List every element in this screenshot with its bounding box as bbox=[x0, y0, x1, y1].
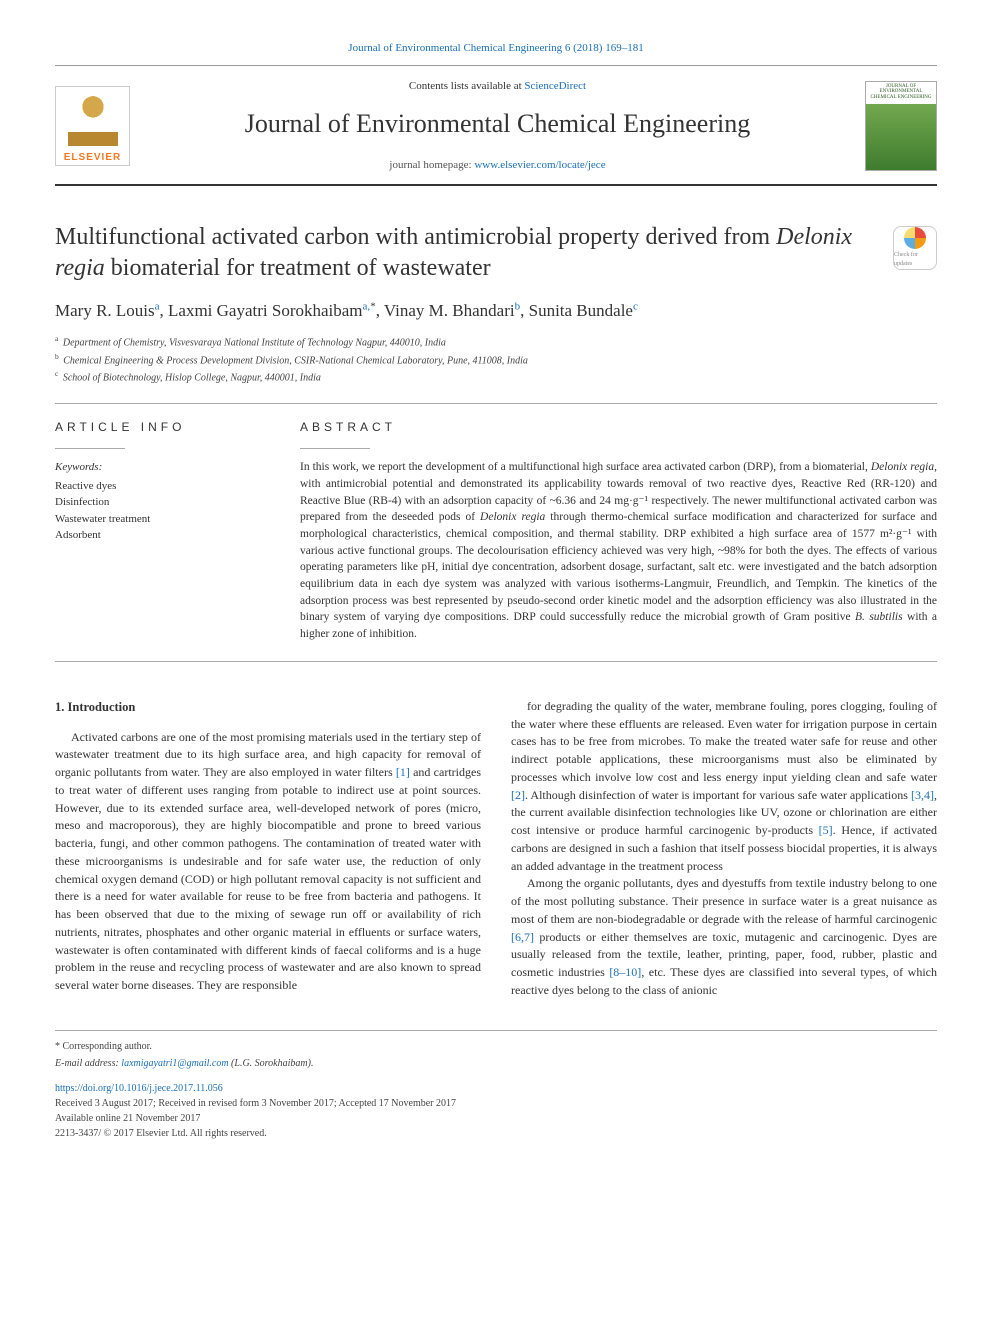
author: Mary R. Louis bbox=[55, 301, 155, 320]
homepage-prefix: journal homepage: bbox=[389, 159, 474, 171]
abstract-text: In this work, we report the development … bbox=[300, 459, 937, 642]
keyword: Wastewater treatment bbox=[55, 511, 270, 528]
corresponding-email-line: E-mail address: laxmigayatri1@gmail.com … bbox=[55, 1056, 937, 1071]
crossmark-badge[interactable]: Check for updates bbox=[893, 226, 937, 270]
masthead: ELSEVIER Contents lists available at Sci… bbox=[55, 65, 937, 186]
body-para-2: for degrading the quality of the water, … bbox=[511, 698, 937, 876]
info-divider bbox=[55, 448, 125, 449]
keyword: Adsorbent bbox=[55, 527, 270, 544]
citation-link[interactable]: [6,7] bbox=[511, 930, 534, 944]
homepage-link[interactable]: www.elsevier.com/locate/jece bbox=[474, 159, 605, 171]
email-person: (L.G. Sorokhaibam). bbox=[229, 1058, 314, 1069]
crossmark-icon bbox=[904, 227, 926, 249]
keyword: Disinfection bbox=[55, 494, 270, 511]
doi-link[interactable]: https://doi.org/10.1016/j.jece.2017.11.0… bbox=[55, 1083, 223, 1094]
crossmark-label: Check for updates bbox=[894, 251, 936, 269]
author: Sunita Bundale bbox=[529, 301, 633, 320]
affiliation: b Chemical Engineering & Process Develop… bbox=[55, 351, 937, 368]
body-section: 1. Introduction Activated carbons are on… bbox=[55, 698, 937, 1000]
running-head-link[interactable]: Journal of Environmental Chemical Engine… bbox=[348, 42, 643, 54]
homepage-line: journal homepage: www.elsevier.com/locat… bbox=[146, 157, 849, 174]
author: Laxmi Gayatri Sorokhaibam bbox=[168, 301, 363, 320]
citation-link[interactable]: [8–10] bbox=[609, 965, 641, 979]
corresponding-author-label: * Corresponding author. bbox=[55, 1039, 937, 1054]
available-line: Available online 21 November 2017 bbox=[55, 1111, 937, 1126]
section-heading: 1. Introduction bbox=[55, 698, 481, 717]
author-affil-sup: a bbox=[155, 300, 160, 312]
citation-link[interactable]: [3,4] bbox=[911, 788, 934, 802]
author-affil-sup: b bbox=[515, 300, 521, 312]
article-info-heading: ARTICLE INFO bbox=[55, 418, 270, 436]
info-abstract-row: ARTICLE INFO Keywords: Reactive dyesDisi… bbox=[55, 418, 937, 661]
article-title: Multifunctional activated carbon with an… bbox=[55, 222, 937, 284]
affiliation: a Department of Chemistry, Visvesvaraya … bbox=[55, 333, 937, 350]
publisher-logo: ELSEVIER bbox=[55, 86, 130, 166]
article-info: ARTICLE INFO Keywords: Reactive dyesDisi… bbox=[55, 418, 270, 642]
body-para-3: Among the organic pollutants, dyes and d… bbox=[511, 875, 937, 999]
sciencedirect-link[interactable]: ScienceDirect bbox=[524, 80, 586, 92]
publisher-logo-text: ELSEVIER bbox=[64, 150, 121, 165]
elsevier-tree-icon bbox=[68, 96, 118, 146]
abstract-heading: ABSTRACT bbox=[300, 418, 937, 436]
author: Vinay M. Bhandari bbox=[384, 301, 515, 320]
citation-link[interactable]: [5] bbox=[819, 823, 833, 837]
email-label: E-mail address: bbox=[55, 1058, 121, 1069]
citation-link[interactable]: [1] bbox=[396, 765, 410, 779]
copyright-line: 2213-3437/ © 2017 Elsevier Ltd. All righ… bbox=[55, 1126, 937, 1141]
running-head: Journal of Environmental Chemical Engine… bbox=[55, 40, 937, 57]
abstract-divider bbox=[300, 448, 370, 449]
masthead-center: Contents lists available at ScienceDirec… bbox=[146, 78, 849, 174]
keywords-label: Keywords: bbox=[55, 459, 270, 476]
doi-line: https://doi.org/10.1016/j.jece.2017.11.0… bbox=[55, 1081, 937, 1096]
citation-link[interactable]: [2] bbox=[511, 788, 525, 802]
abstract: ABSTRACT In this work, we report the dev… bbox=[300, 418, 937, 642]
journal-name: Journal of Environmental Chemical Engine… bbox=[146, 104, 849, 143]
keyword: Reactive dyes bbox=[55, 478, 270, 495]
body-para-1: Activated carbons are one of the most pr… bbox=[55, 729, 481, 995]
footer-block: * Corresponding author. E-mail address: … bbox=[55, 1030, 937, 1141]
affiliations: a Department of Chemistry, Visvesvaraya … bbox=[55, 333, 937, 385]
journal-cover-thumbnail: JOURNAL OF ENVIRONMENTAL CHEMICAL ENGINE… bbox=[865, 81, 937, 171]
author-affil-sup: c bbox=[633, 300, 638, 312]
contents-line: Contents lists available at ScienceDirec… bbox=[146, 78, 849, 95]
title-part-1: Multifunctional activated carbon with an… bbox=[55, 224, 776, 250]
cover-thumb-title: JOURNAL OF ENVIRONMENTAL CHEMICAL ENGINE… bbox=[868, 84, 934, 101]
authors-line: Mary R. Louisa, Laxmi Gayatri Sorokhaiba… bbox=[55, 298, 937, 324]
contents-prefix: Contents lists available at bbox=[409, 80, 524, 92]
article-header: Check for updates Multifunctional activa… bbox=[55, 222, 937, 386]
title-part-2: biomaterial for treatment of wastewater bbox=[105, 255, 491, 281]
author-affil-sup: a,* bbox=[363, 300, 376, 312]
email-link[interactable]: laxmigayatri1@gmail.com bbox=[121, 1058, 228, 1069]
section-divider bbox=[55, 403, 937, 404]
keywords-list: Reactive dyesDisinfectionWastewater trea… bbox=[55, 478, 270, 544]
received-line: Received 3 August 2017; Received in revi… bbox=[55, 1096, 937, 1111]
affiliation: c School of Biotechnology, Hislop Colleg… bbox=[55, 368, 937, 385]
